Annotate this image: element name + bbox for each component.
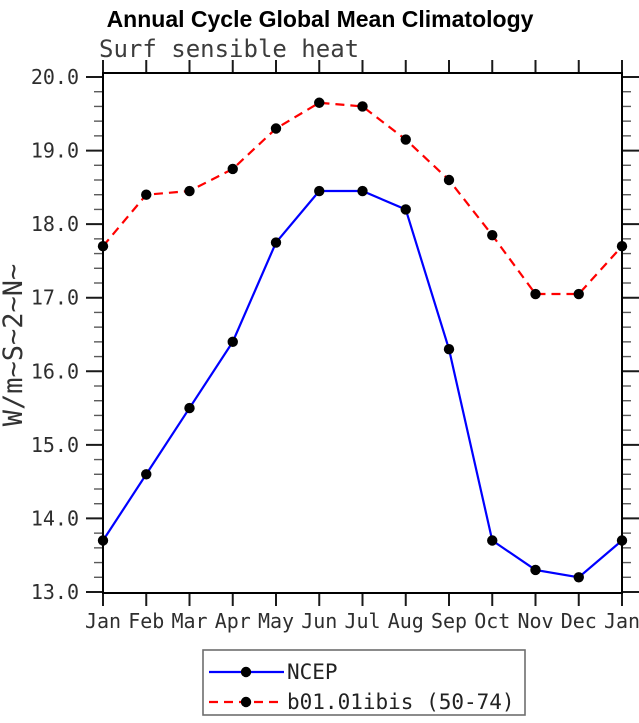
- x-tick-label: Sep: [431, 609, 467, 633]
- y-tick-label: 13.0: [31, 580, 79, 604]
- data-point: [141, 189, 152, 200]
- x-tick-label: Nov: [517, 609, 553, 633]
- data-point: [400, 134, 411, 145]
- x-tick-label: Aug: [388, 609, 424, 633]
- series-ncep: [97, 185, 628, 583]
- data-point: [443, 344, 455, 355]
- data-point: [141, 469, 152, 480]
- x-tick-label: Feb: [128, 609, 164, 633]
- y-tick-label: 20.0: [31, 65, 79, 89]
- y-axis-label: W/m~S~2~N~: [0, 264, 29, 427]
- y-tick-label: 17.0: [31, 286, 79, 310]
- series-line: [102, 101, 623, 296]
- data-point: [184, 185, 195, 197]
- legend-label: b01.01ibis (50-74): [287, 690, 515, 714]
- legend: NCEP b01.01ibis (50-74): [202, 649, 526, 716]
- legend-box: [202, 649, 526, 716]
- legend-row: NCEP: [209, 660, 338, 684]
- chart-subtitle: Surf sensible heat: [99, 35, 359, 63]
- y-tick-label: 15.0: [31, 433, 79, 457]
- data-point: [487, 535, 498, 546]
- x-tick-label: May: [258, 609, 294, 633]
- data-point: [573, 288, 584, 300]
- y-tick-label: 18.0: [31, 212, 79, 236]
- x-tick-label: Jun: [301, 609, 337, 633]
- data-point: [400, 204, 411, 215]
- data-point: [357, 101, 368, 112]
- data-point: [573, 572, 584, 583]
- data-point: [357, 185, 368, 197]
- legend-marker: [240, 666, 252, 678]
- series-line: [102, 189, 623, 579]
- data-point: [443, 174, 455, 186]
- x-tick-label: Apr: [215, 609, 251, 633]
- y-tick-label: 16.0: [31, 359, 79, 383]
- legend-marker: [240, 696, 252, 708]
- data-point: [270, 123, 282, 134]
- data-point: [314, 185, 325, 197]
- data-point: [314, 97, 325, 108]
- data-point: [530, 288, 541, 300]
- x-tick-label: Jan: [85, 609, 121, 633]
- legend-row: b01.01ibis (50-74): [209, 690, 515, 714]
- axes: 13.0 14.0 15.0 16.0 17.0 18.0 19.0 20.0 Jan Feb Ma…: [31, 60, 639, 633]
- series-b01-01ibis-50-74-: [97, 97, 628, 300]
- series-layer: [97, 97, 628, 583]
- x-tick-label: Jan: [604, 609, 639, 633]
- chart-title: Annual Cycle Global Mean Climatology: [107, 6, 534, 32]
- data-point: [227, 163, 238, 175]
- data-point: [270, 237, 282, 248]
- data-point: [487, 229, 498, 241]
- data-point: [184, 402, 195, 414]
- legend-label: NCEP: [287, 660, 338, 684]
- plot-frame: [102, 72, 623, 594]
- data-point: [530, 564, 541, 576]
- y-tick-label: 19.0: [31, 139, 79, 163]
- x-tick-label: Jul: [344, 609, 380, 633]
- y-tick-label: 14.0: [31, 506, 79, 530]
- x-tick-label: Oct: [474, 609, 510, 633]
- x-tick-label: Mar: [171, 609, 207, 633]
- x-tick-label: Dec: [561, 609, 597, 633]
- data-point: [227, 336, 238, 348]
